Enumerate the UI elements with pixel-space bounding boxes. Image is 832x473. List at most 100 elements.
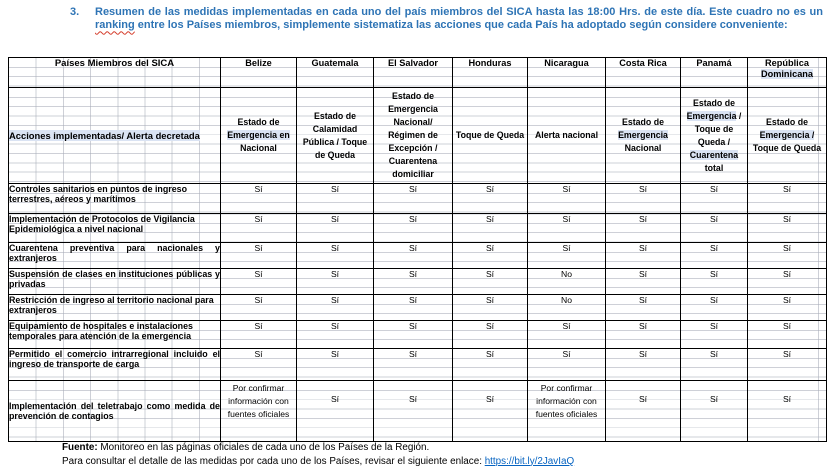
value-cell: Sí (747, 320, 827, 349)
country-name-line2-highlighted: Dominicana (760, 68, 814, 79)
value-cell: Sí (296, 294, 374, 321)
value-cell: Sí (373, 183, 453, 214)
action-label: Cuarentena preventiva para nacionales y … (8, 242, 221, 269)
status-text: Toque de Queda (455, 130, 525, 140)
action-label: Implementación de Protocolos de Vigilanc… (8, 213, 221, 243)
country-header-el-salvador: El Salvador (373, 57, 453, 88)
value-cell: Sí (452, 242, 528, 269)
status-text: Estado de Calamidad Pública / Toque de Q… (302, 110, 368, 160)
title-text-part2: entre los Países miembros, simplemente s… (134, 19, 788, 32)
source-label: Fuente: (62, 442, 98, 453)
corner-header: Países Miembros del SICA (8, 57, 221, 88)
source-line: Fuente: Monitoreo en las páginas oficial… (62, 441, 574, 455)
value-cell: Sí (220, 183, 297, 214)
status-text: Estado de (621, 117, 665, 127)
status-text: total (704, 162, 724, 173)
table-row: Suspensión de clases en instituciones pú… (8, 268, 827, 295)
status-guatemala: Estado de Calamidad Pública / Toque de Q… (296, 87, 374, 184)
value-cell: Sí (747, 380, 827, 442)
value-cell: Sí (605, 294, 681, 321)
value-cell: Sí (452, 183, 528, 214)
value-cell: Sí (747, 213, 827, 243)
value-cell: Sí (747, 183, 827, 214)
status-panama: Estado de Emergencia / Toque de Queda / … (680, 87, 748, 184)
link-line: Para consultar el detalle de las medidas… (62, 455, 574, 469)
country-header-honduras: Honduras (452, 57, 528, 88)
status-text: Nacional (240, 143, 277, 153)
status-honduras: Toque de Queda (452, 87, 528, 184)
value-cell: Sí (680, 213, 748, 243)
status-text: Estado de (765, 117, 809, 127)
action-label: Suspensión de clases en instituciones pú… (8, 268, 221, 295)
value-cell: Sí (452, 213, 528, 243)
value-cell: No (527, 294, 606, 321)
value-cell: Por confirmar información con fuentes of… (527, 380, 606, 442)
country-header-row: Países Miembros del SICA Belize Guatemal… (8, 57, 827, 88)
value-cell: Sí (220, 242, 297, 269)
value-cell: Sí (605, 348, 681, 381)
value-cell: Sí (373, 268, 453, 295)
value-cell: Sí (527, 348, 606, 381)
table-row: Controles sanitarios en puntos de ingres… (8, 183, 827, 214)
source-link[interactable]: https://bit.ly/2JavIaQ (484, 455, 575, 467)
value-cell: Sí (452, 268, 528, 295)
value-cell: Sí (527, 183, 606, 214)
value-cell: Sí (680, 183, 748, 214)
paragraph-3-text: Resumen de las medidas implementadas en … (95, 6, 823, 33)
status-text: Toque de Queda (752, 143, 822, 153)
value-cell: Sí (747, 268, 827, 295)
value-cell: Sí (220, 294, 297, 321)
status-republica-dominicana: Estado de Emergencia / Toque de Queda (747, 87, 827, 184)
value-cell: Sí (296, 242, 374, 269)
value-cell: Sí (296, 380, 374, 442)
value-cell: Sí (527, 242, 606, 269)
value-cell: Sí (527, 213, 606, 243)
status-belize: Estado de Emergencia en Nacional (220, 87, 297, 184)
list-number: 3. (70, 6, 80, 18)
country-header-belize: Belize (220, 57, 297, 88)
title-text-part1: Resumen de las medidas implementadas en … (95, 6, 823, 18)
value-cell: No (527, 268, 606, 295)
value-cell: Sí (605, 242, 681, 269)
value-cell: Sí (296, 320, 374, 349)
table-row: Permitido el comercio intrarregional inc… (8, 348, 827, 381)
action-label: Permitido el comercio intrarregional inc… (8, 348, 221, 381)
value-cell: Sí (452, 294, 528, 321)
value-cell: Sí (220, 348, 297, 381)
value-cell: Sí (605, 183, 681, 214)
link-prefix-text: Para consultar el detalle de las medidas… (62, 455, 485, 467)
paragraph-3: 3. Resumen de las medidas implementadas … (70, 6, 823, 33)
value-cell: Sí (373, 242, 453, 269)
status-text-highlighted: Cuarentena (689, 149, 739, 160)
table-row: Implementación de Protocolos de Vigilanc… (8, 213, 827, 243)
value-cell: Sí (605, 380, 681, 442)
status-text: Estado de (237, 117, 280, 127)
value-cell: Sí (605, 320, 681, 349)
status-text: Estado de Emergencia Nacional/ Régimen d… (388, 91, 438, 179)
status-text: / Toque de Queda / (694, 110, 742, 147)
source-note: Fuente: Monitoreo en las páginas oficial… (62, 441, 574, 469)
country-header-panama: Panamá (680, 57, 748, 88)
alert-status-row: Acciones implementadas/ Alerta decretada… (8, 87, 827, 184)
value-cell: Sí (527, 320, 606, 349)
actions-header-cell: Acciones implementadas/ Alerta decretada (8, 87, 221, 184)
country-header-costa-rica: Costa Rica (605, 57, 681, 88)
table-row: Restricción de ingreso al territorio nac… (8, 294, 827, 321)
status-nicaragua: Alerta nacional (527, 87, 606, 184)
value-cell: Sí (220, 268, 297, 295)
value-cell: Sí (680, 380, 748, 442)
value-cell: Sí (680, 348, 748, 381)
action-label: Implementación del teletrabajo como medi… (8, 380, 221, 442)
value-cell: Sí (296, 348, 374, 381)
table-row: Implementación del teletrabajo como medi… (8, 380, 827, 442)
action-label: Controles sanitarios en puntos de ingres… (8, 183, 221, 214)
value-cell: Sí (220, 320, 297, 349)
value-cell: Sí (296, 213, 374, 243)
sica-measures-table: Países Miembros del SICA Belize Guatemal… (8, 57, 827, 442)
status-text: Alerta nacional (534, 130, 599, 140)
country-header-guatemala: Guatemala (296, 57, 374, 88)
value-cell: Sí (296, 183, 374, 214)
value-cell: Sí (373, 294, 453, 321)
value-cell: Sí (680, 242, 748, 269)
misspelled-word-ranking: ranking (95, 19, 135, 32)
